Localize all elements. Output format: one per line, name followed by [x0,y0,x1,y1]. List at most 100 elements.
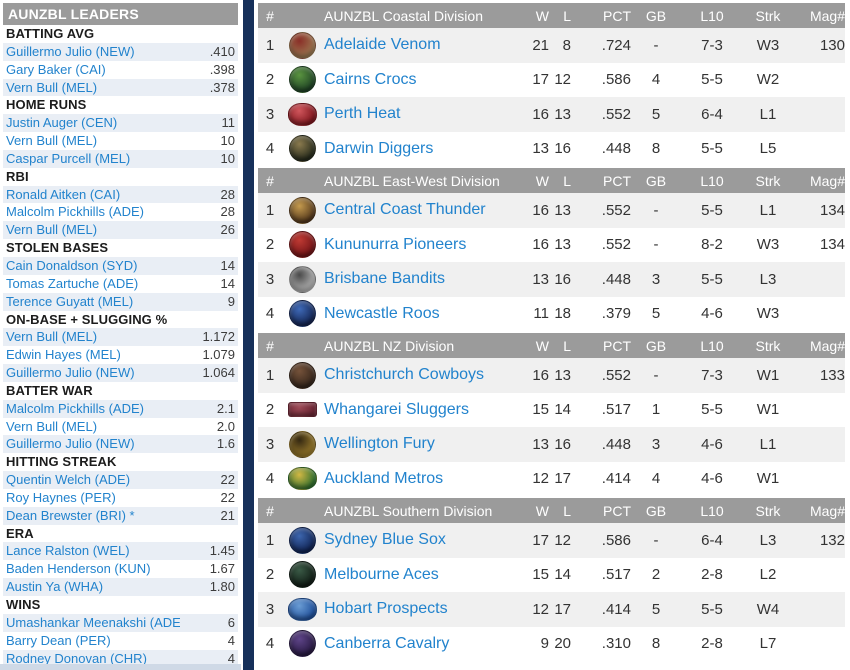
perth-heat-logo-icon[interactable] [287,102,317,126]
player-link[interactable]: Umashankar Meenakshi (ADE) [6,614,180,630]
adelaide-venom-logo-icon[interactable] [288,31,316,59]
team-link[interactable]: Perth Heat [324,105,401,123]
team-link[interactable]: Sydney Blue Sox [324,531,446,549]
division-table-aunzbl-east-west-division: # AUNZBL East-West Division W L PCT GB L10 Strk… [258,168,845,331]
central-coast-thunder-logo-icon[interactable] [288,196,316,224]
melbourne-aces-logo-icon[interactable] [288,561,316,589]
team-link[interactable]: Canberra Cavalry [324,634,450,652]
wellington-fury-logo-icon[interactable] [288,430,316,458]
col-header-mag: Mag# [809,172,845,189]
team-link[interactable]: Brisbane Bandits [324,270,445,288]
player-link[interactable]: Malcolm Pickhills (ADE) [6,204,144,220]
team-gb: - [653,236,659,254]
team-streak: L1 [759,201,777,219]
player-link[interactable]: Vern Bull (MEL) [6,222,98,238]
leader-row: Gary Baker (CAI) .398 [3,61,238,79]
team-link[interactable]: Cairns Crocs [324,70,417,88]
player-link[interactable]: Vern Bull (MEL) [6,329,98,345]
leader-category-label: ON-BASE + SLUGGING % [6,311,168,327]
player-link[interactable]: Vern Bull (MEL) [6,133,98,149]
team-link[interactable]: Central Coast Thunder [324,201,486,219]
player-link[interactable]: Malcolm Pickhills (ADE) [6,400,144,416]
team-l10: 5-5 [701,140,723,158]
leader-row: Vern Bull (MEL) .378 [3,78,238,97]
team-magic-number: 130 [819,36,845,54]
team-gb: 5 [651,305,661,323]
player-link[interactable]: Caspar Purcell (MEL) [6,150,131,166]
leader-value: .410 [209,43,235,59]
kununurra-pioneers-logo-icon[interactable] [288,231,316,259]
team-gb: - [653,366,659,384]
player-link[interactable]: Quentin Welch (ADE) [6,472,131,488]
leader-value: 9 [227,293,235,309]
player-link[interactable]: Guillermo Julio (NEW) [6,365,135,381]
sydney-blue-sox-logo-icon[interactable] [288,526,316,554]
team-row-kununurra-pioneers: 2 Kununurra Pioneers 16 13 .552 - 8-2 W3 134 [258,228,845,263]
team-link[interactable]: Christchurch Cowboys [324,366,485,384]
team-pct: .414 [601,470,631,488]
team-row-cairns-crocs: 2 Cairns Crocs 17 12 .586 4 5-5 W2 [258,63,845,98]
leader-row: Caspar Purcell (MEL) 10 [3,149,238,168]
whangarei-sluggers-logo-icon[interactable] [287,402,317,418]
division-header: # AUNZBL East-West Division W L PCT GB L10 Strk… [258,168,845,193]
darwin-diggers-logo-icon[interactable] [288,135,316,163]
team-wins: 12 [532,470,549,488]
division-title: AUNZBL Coastal Division [324,7,483,24]
brisbane-bandits-logo-icon[interactable] [288,265,316,293]
player-link[interactable]: Ronald Aitken (CAI) [6,186,121,202]
player-link[interactable]: Dean Brewster (BRI) * [6,507,135,523]
team-losses: 18 [554,305,571,323]
player-link[interactable]: Baden Henderson (KUN) [6,561,151,577]
team-link[interactable]: Wellington Fury [324,435,435,453]
team-losses: 13 [554,236,571,254]
col-header-l10: L10 [700,502,724,519]
canberra-cavalry-logo-icon[interactable] [288,630,316,658]
player-link[interactable]: Edwin Hayes (MEL) [6,347,121,363]
player-link[interactable]: Austin Ya (WHA) [6,579,104,595]
player-link[interactable]: Justin Auger (CEN) [6,115,118,131]
player-link[interactable]: Vern Bull (MEL) [6,79,98,95]
col-header-l: L [563,7,571,24]
team-link[interactable]: Auckland Metros [324,469,444,487]
player-link[interactable]: Cain Donaldson (SYD) [6,257,138,273]
cairns-crocs-logo-icon[interactable] [288,66,316,94]
player-link[interactable]: Vern Bull (MEL) [6,418,98,434]
team-link[interactable]: Melbourne Aces [324,565,439,583]
team-l10: 4-6 [701,470,723,488]
team-l10: 5-5 [701,201,723,219]
auckland-metros-logo-icon[interactable] [287,467,317,491]
team-link[interactable]: Kununurra Pioneers [324,235,467,253]
player-link[interactable]: Guillermo Julio (NEW) [6,43,135,59]
team-logo-cell [282,361,322,389]
col-header-l10: L10 [700,337,724,354]
team-link[interactable]: Hobart Prospects [324,600,448,618]
team-pct: .517 [601,566,631,584]
player-link[interactable]: Roy Haynes (PER) [6,489,116,505]
team-logo-cell [282,597,322,621]
col-header-w: W [535,172,549,189]
team-link[interactable]: Darwin Diggers [324,139,434,157]
player-link[interactable]: Terence Guyatt (MEL) [6,293,134,309]
player-link[interactable]: Barry Dean (PER) [6,632,111,648]
team-gb: 5 [651,105,661,123]
player-link[interactable]: Rodney Donovan (CHR) [6,650,147,666]
team-link[interactable]: Newcastle Roos [324,304,440,322]
leader-category-label: HITTING STREAK [6,454,117,470]
team-rank: 2 [265,71,275,89]
leader-row: Terence Guyatt (MEL) 9 [3,292,238,311]
player-link[interactable]: Lance Ralston (WEL) [6,543,130,559]
leader-value: 6 [227,614,235,630]
team-row-darwin-diggers: 4 Darwin Diggers 13 16 .448 8 5-5 L5 [258,132,845,167]
player-link[interactable]: Gary Baker (CAI) [6,61,106,77]
player-link[interactable]: Tomas Zartuche (ADE) [6,275,139,291]
christchurch-cowboys-logo-icon[interactable] [288,361,316,389]
leader-value: 1.67 [209,561,235,577]
leader-category-label: BATTING AVG [6,26,95,41]
team-magic-number: 132 [819,531,845,549]
hobart-prospects-logo-icon[interactable] [287,597,317,621]
player-link[interactable]: Guillermo Julio (NEW) [6,436,135,452]
team-link[interactable]: Adelaide Venom [324,36,441,54]
newcastle-roos-logo-icon[interactable] [288,300,316,328]
team-link[interactable]: Whangarei Sluggers [324,400,469,418]
